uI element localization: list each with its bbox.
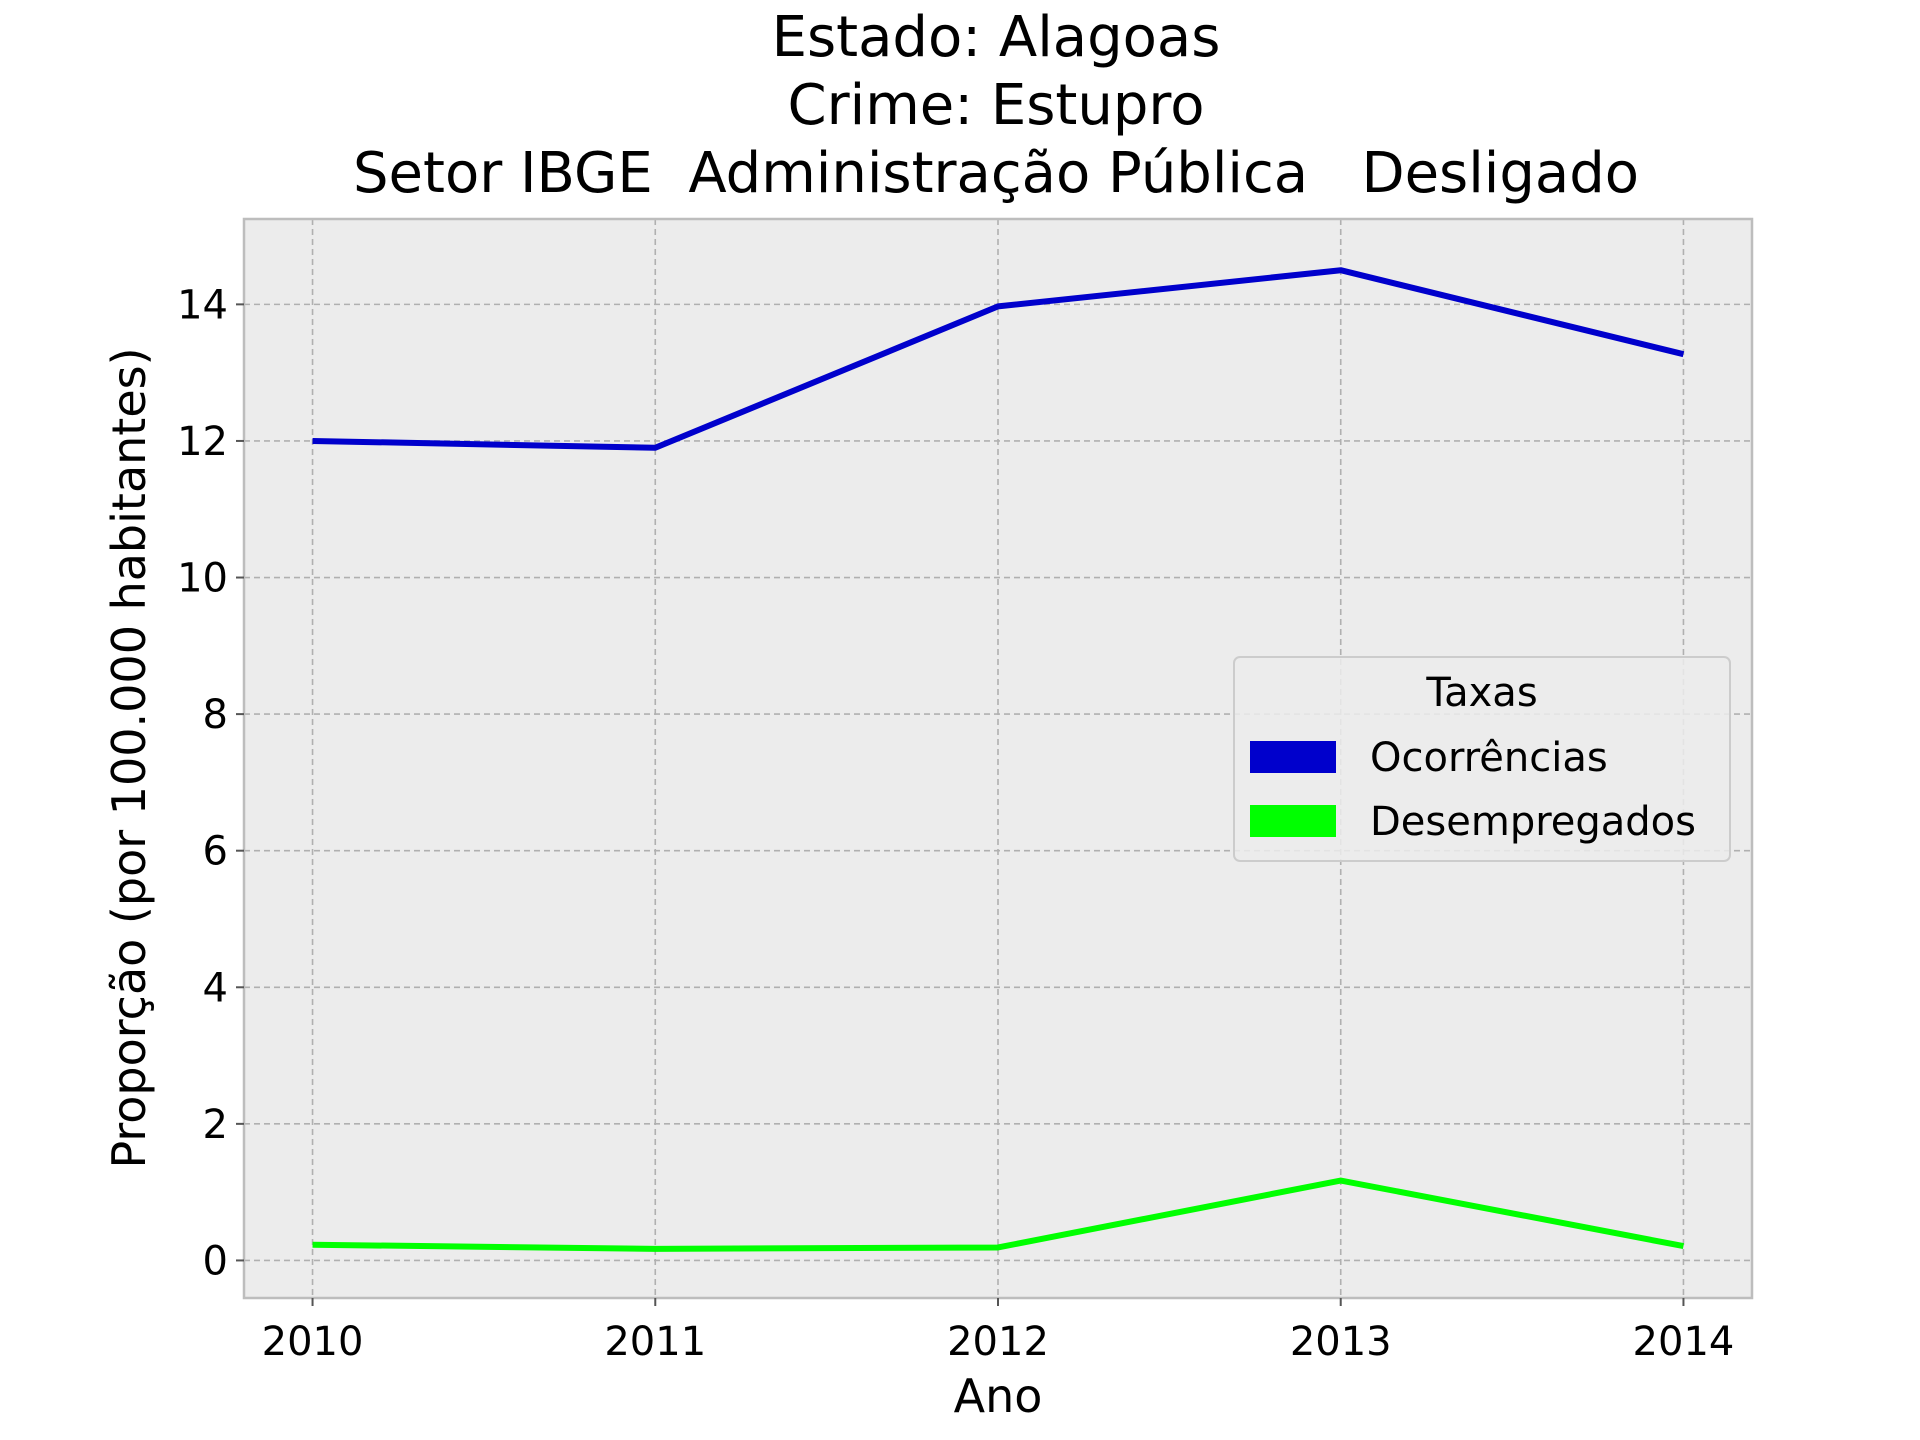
series-lines bbox=[312, 267, 1685, 1252]
y-axis-ticks: 0 2 4 6 8 10 12 14 bbox=[177, 282, 244, 1284]
x-tick-label: 2012 bbox=[947, 1319, 1049, 1365]
legend-swatch-ocorrencias bbox=[1250, 741, 1336, 773]
legend-title: Taxas bbox=[1425, 670, 1537, 716]
legend-label-desempregados: Desempregados bbox=[1370, 799, 1696, 845]
y-tick-label: 12 bbox=[177, 419, 228, 465]
title-line-1: Estado: Alagoas bbox=[772, 5, 1221, 70]
y-tick-label: 8 bbox=[203, 692, 228, 738]
legend-box bbox=[1233, 656, 1731, 862]
grid bbox=[244, 219, 1752, 1298]
y-tick-label: 10 bbox=[177, 556, 228, 602]
title-line-3: Setor IBGE Administração Pública Desliga… bbox=[353, 141, 1639, 206]
title-line-2: Crime: Estupro bbox=[788, 73, 1205, 138]
legend-label-ocorrencias: Ocorrências bbox=[1370, 735, 1608, 781]
y-tick-label: 2 bbox=[203, 1102, 228, 1148]
x-tick-label: 2010 bbox=[262, 1319, 364, 1365]
x-axis-label: Ano bbox=[954, 1369, 1043, 1423]
y-tick-label: 6 bbox=[203, 829, 228, 875]
y-tick-label: 4 bbox=[203, 965, 228, 1011]
y-tick-label: 14 bbox=[177, 282, 228, 328]
chart-title: Estado: Alagoas Crime: Estupro Setor IBG… bbox=[353, 5, 1639, 206]
x-tick-label: 2014 bbox=[1633, 1319, 1735, 1365]
legend-swatch-desempregados bbox=[1250, 805, 1336, 837]
legend: Taxas Ocorrências Desempregados bbox=[1233, 656, 1731, 862]
x-tick-label: 2013 bbox=[1290, 1319, 1392, 1365]
series-line-1 bbox=[312, 1177, 1685, 1252]
series-line-0 bbox=[312, 267, 1685, 451]
x-axis-ticks: 2010 2011 2012 2013 2014 bbox=[262, 1298, 1735, 1365]
x-tick-label: 2011 bbox=[604, 1319, 706, 1365]
y-tick-label: 0 bbox=[203, 1238, 228, 1284]
y-axis-label: Proporção (por 100.000 habitantes) bbox=[102, 347, 156, 1168]
